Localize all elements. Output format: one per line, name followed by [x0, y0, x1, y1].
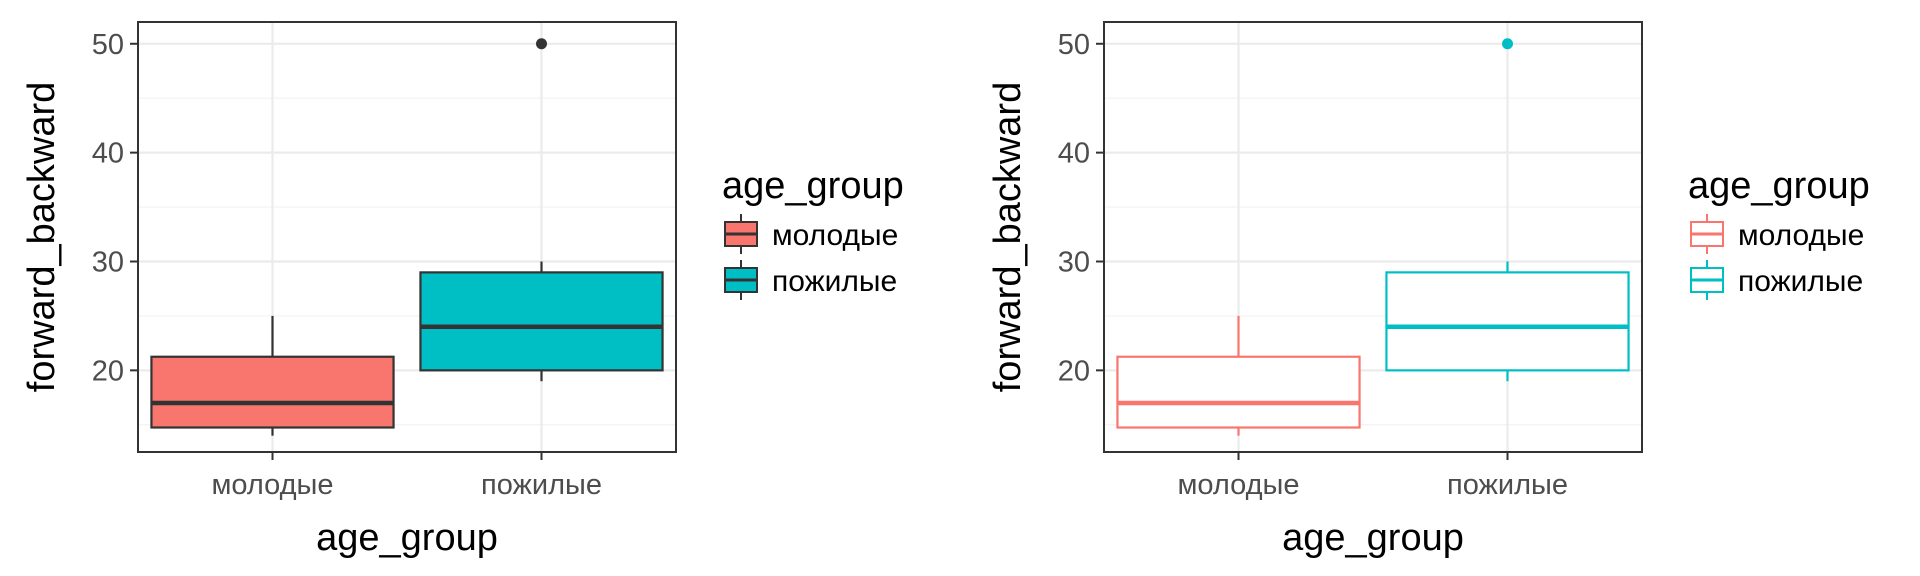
chart-panel-2: 20 30 40 50 молодые пожилые age_group forward_b… — [987, 21, 1870, 559]
x-tick-label: пожилые — [1447, 469, 1568, 501]
legend-key-1: молодые — [1690, 214, 1864, 254]
y-tick-label: 30 — [92, 246, 124, 278]
legend-key-2: пожилые — [1690, 260, 1863, 300]
x-tick-label: пожилые — [481, 469, 602, 501]
box-iqr — [150, 355, 395, 429]
legend-title: age_group — [722, 165, 904, 207]
chart-panel-1: 20 30 40 50 молодые пожилые age_group forward_b… — [21, 21, 904, 559]
legend-label: молодые — [772, 219, 898, 252]
y-axis-title: forward_backward — [987, 82, 1029, 392]
box-1 — [1116, 315, 1361, 436]
y-tick-label: 30 — [1058, 246, 1090, 278]
x-tick-label: молодые — [1177, 469, 1299, 501]
legend-title: age_group — [1688, 165, 1870, 207]
box-1 — [150, 315, 395, 436]
y-tick-label: 50 — [1058, 29, 1090, 61]
panel-border — [137, 21, 677, 453]
x-axis-title: age_group — [316, 517, 498, 559]
legend-label: пожилые — [772, 265, 897, 298]
legend: age_group молодые пожилые — [1688, 165, 1870, 300]
legend-label: пожилые — [1738, 265, 1863, 298]
y-tick-label: 50 — [92, 29, 124, 61]
box-2 — [419, 38, 664, 382]
y-tick-label: 40 — [1058, 138, 1090, 170]
legend: age_group молодые пожилые — [722, 165, 904, 300]
box-iqr — [1385, 271, 1630, 372]
panel-border — [1103, 21, 1643, 453]
y-tick-label: 20 — [92, 355, 124, 387]
x-tick-label: молодые — [211, 469, 333, 501]
box-2 — [1385, 38, 1630, 382]
legend-key-1: молодые — [724, 214, 898, 254]
legend-key-2: пожилые — [724, 260, 897, 300]
outlier-point — [1502, 38, 1513, 50]
y-tick-label: 20 — [1058, 355, 1090, 387]
outlier-point — [536, 38, 547, 50]
box-iqr — [419, 271, 664, 372]
legend-label: молодые — [1738, 219, 1864, 252]
x-axis-title: age_group — [1282, 517, 1464, 559]
y-tick-label: 40 — [92, 138, 124, 170]
y-axis-title: forward_backward — [21, 82, 63, 392]
box-iqr — [1116, 355, 1361, 429]
